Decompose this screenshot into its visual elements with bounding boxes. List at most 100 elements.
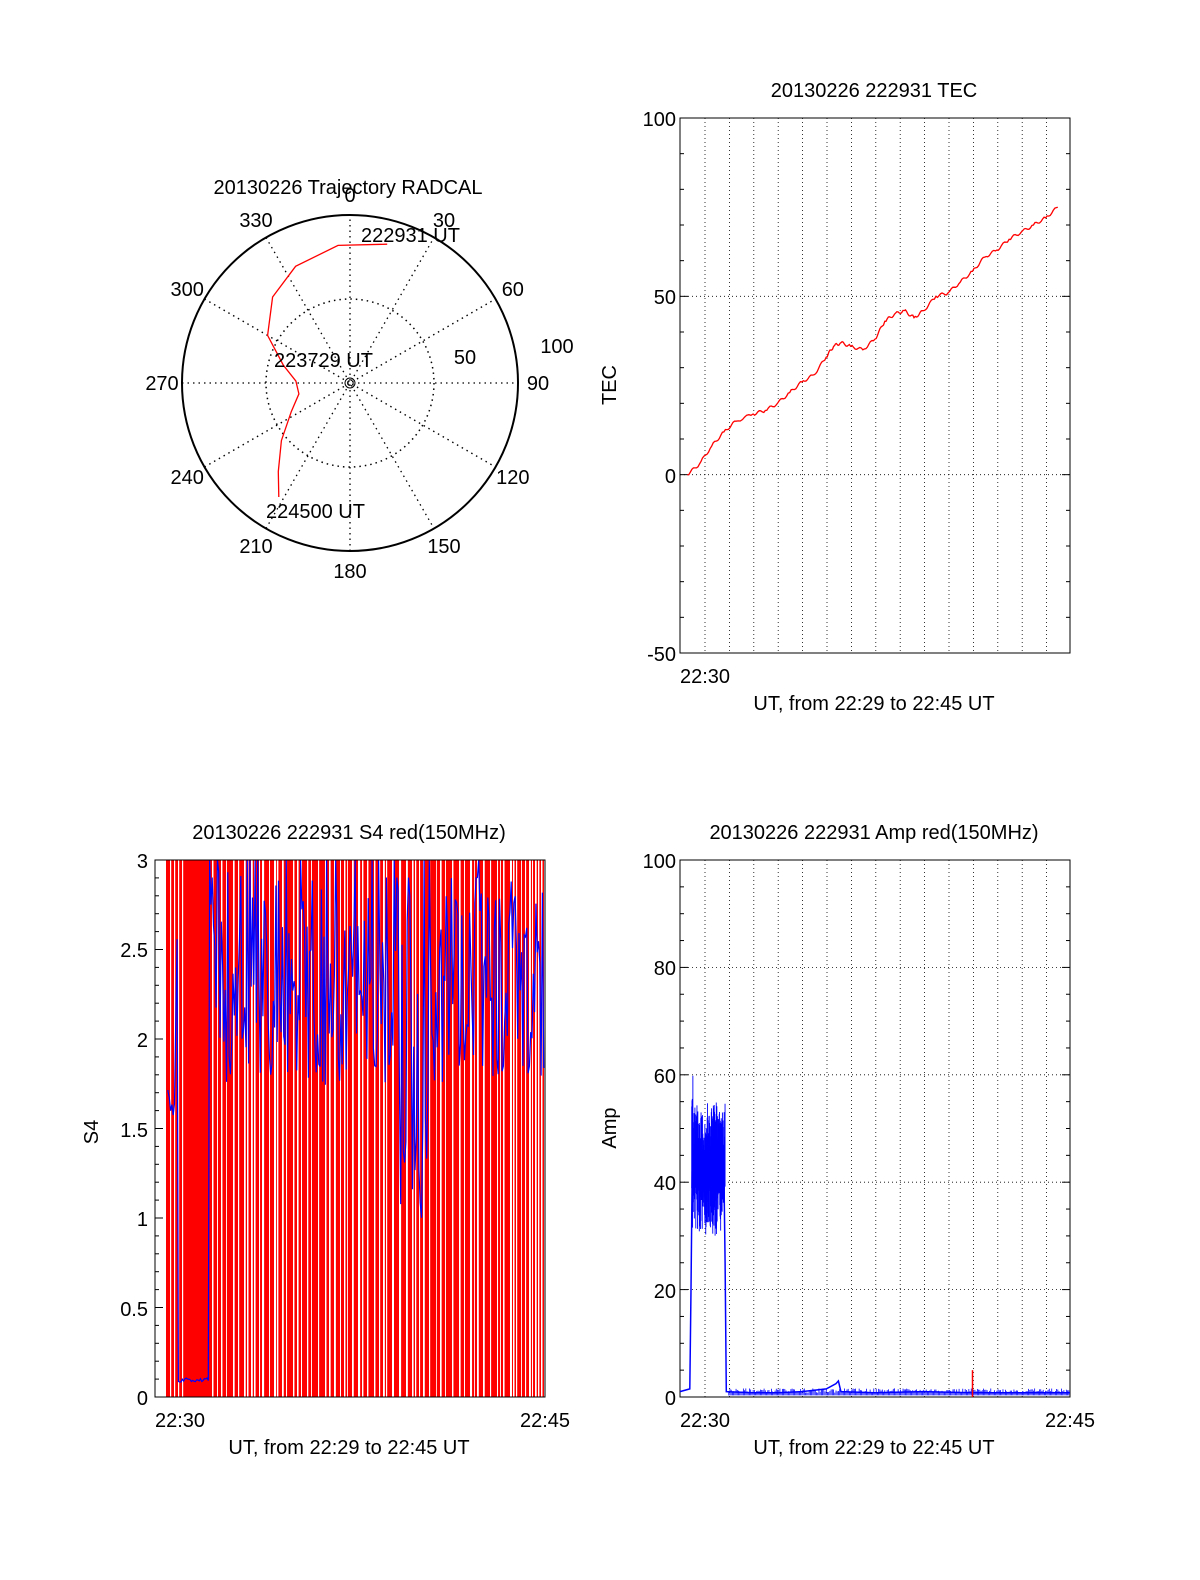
s4-xtick-2230: 22:30 [155,1410,205,1432]
amp-xtick-2245: 22:45 [1045,1410,1095,1432]
tec-ticks [680,117,1070,654]
polar-angle-label-30: 30 [433,210,455,232]
s4-gap [217,860,218,1397]
s4-gap [503,860,505,1397]
s4-gap [436,860,437,1397]
amp-chart: 20130226 222931 Amp red(150MHz) 100 80 6… [599,822,1095,1459]
amp-ytick-40: 40 [654,1173,676,1195]
s4-gap [212,860,214,1397]
s4-title: 20130226 222931 S4 red(150MHz) [192,822,506,844]
polar-angle-label-60: 60 [502,279,524,301]
s4-gap [386,860,388,1397]
tec-xlabel: UT, from 22:29 to 22:45 UT [753,693,994,715]
s4-gap [497,860,499,1397]
s4-gap [251,860,253,1397]
s4-gap [525,860,527,1397]
s4-gap [170,860,172,1397]
s4-gap [307,860,309,1397]
s4-gap [174,860,176,1397]
s4-gap [538,860,540,1397]
polar-angle-label-270: 270 [145,373,178,395]
polar-spoke-30 [265,237,435,529]
s4-ytick-3: 3 [137,851,148,873]
s4-gap [383,860,385,1397]
amp-blue-burst [691,1075,1070,1396]
amp-xtick-2230: 22:30 [680,1410,730,1432]
s4-gap [329,860,331,1397]
s4-gap [233,860,235,1397]
polar-angle-labels: 0 30 60 90 120 150 180 210 240 270 300 330 [145,185,549,583]
tec-ylabel: TEC [599,365,621,405]
s4-xlabel: UT, from 22:29 to 22:45 UT [228,1437,469,1459]
amp-ytick-60: 60 [654,1066,676,1088]
s4-ytick-2.5: 2.5 [120,940,148,962]
s4-gap [247,860,249,1397]
s4-gap [379,860,381,1397]
s4-gap [221,860,223,1397]
s4-gap [347,860,348,1397]
s4-gap [516,860,518,1397]
s4-gap [362,860,364,1397]
tec-ytick-100: 100 [643,109,676,131]
polar-spoke-120 [204,298,496,468]
polar-angle-label-180: 180 [333,561,366,583]
s4-ytick-1: 1 [137,1209,148,1231]
s4-gap [490,860,492,1397]
polar-angle-label-300: 300 [170,279,203,301]
track-label-mid: 223729 UT [274,350,373,372]
amp-ticks [680,859,1070,1398]
s4-ylabel: S4 [81,1120,103,1144]
s4-gap [452,860,454,1397]
s4-gap [367,860,369,1397]
s4-gap [406,860,408,1397]
radius-label-100: 100 [540,336,573,358]
amp-blue-line [679,1154,1070,1394]
amp-ytick-0: 0 [665,1388,676,1410]
s4-gap [277,860,279,1397]
polar-title: 20130226 Trajectory RADCAL [213,177,482,199]
s4-gap [226,860,227,1397]
polar-angle-label-330: 330 [239,210,272,232]
tec-ytick-50: 50 [654,287,676,309]
s4-gap [311,860,312,1397]
polar-angle-label-120: 120 [496,467,529,489]
s4-gap [293,860,295,1397]
s4-gap [374,860,376,1397]
s4-ytick-1.5: 1.5 [120,1120,148,1142]
amp-grid [680,860,1070,1397]
polar-spokes [182,215,518,551]
tec-chart: 20130226 222931 TEC 100 50 0 -50 22:30 U… [599,80,1071,715]
s4-ytick-0.5: 0.5 [120,1299,148,1321]
s4-gap [532,860,534,1397]
polar-spoke-150 [265,237,435,529]
tec-xtick-2230: 22:30 [680,666,730,688]
s4-ticks [155,859,163,1398]
polar-angle-label-150: 150 [427,536,460,558]
s4-gap [445,860,446,1397]
s4-gap [521,860,522,1397]
s4-gap [415,860,417,1397]
trajectory-polar-chart: 20130226 Trajectory RADCAL 0 30 60 90 120 150… [145,177,573,583]
s4-gap [464,860,465,1397]
tec-ytick-neg50: -50 [647,644,676,666]
s4-gap [513,860,515,1397]
s4-gap [470,860,473,1397]
s4-gap [334,860,336,1397]
s4-gap [182,860,184,1397]
s4-gap [535,860,537,1397]
s4-gap [325,860,327,1397]
s4-gap [301,860,303,1397]
s4-xtick-2245: 22:45 [520,1410,570,1432]
s4-gap [474,860,475,1397]
amp-plot-frame [679,859,1071,1398]
amp-ytick-20: 20 [654,1281,676,1303]
amp-ytick-100: 100 [643,851,676,873]
tec-series-line [687,206,1058,476]
s4-gap [318,860,320,1397]
s4-gap [269,860,270,1397]
s4-gap [358,860,361,1397]
s4-ytick-0: 0 [137,1388,148,1410]
s4-gap [529,860,531,1397]
s4-gap [259,860,261,1397]
